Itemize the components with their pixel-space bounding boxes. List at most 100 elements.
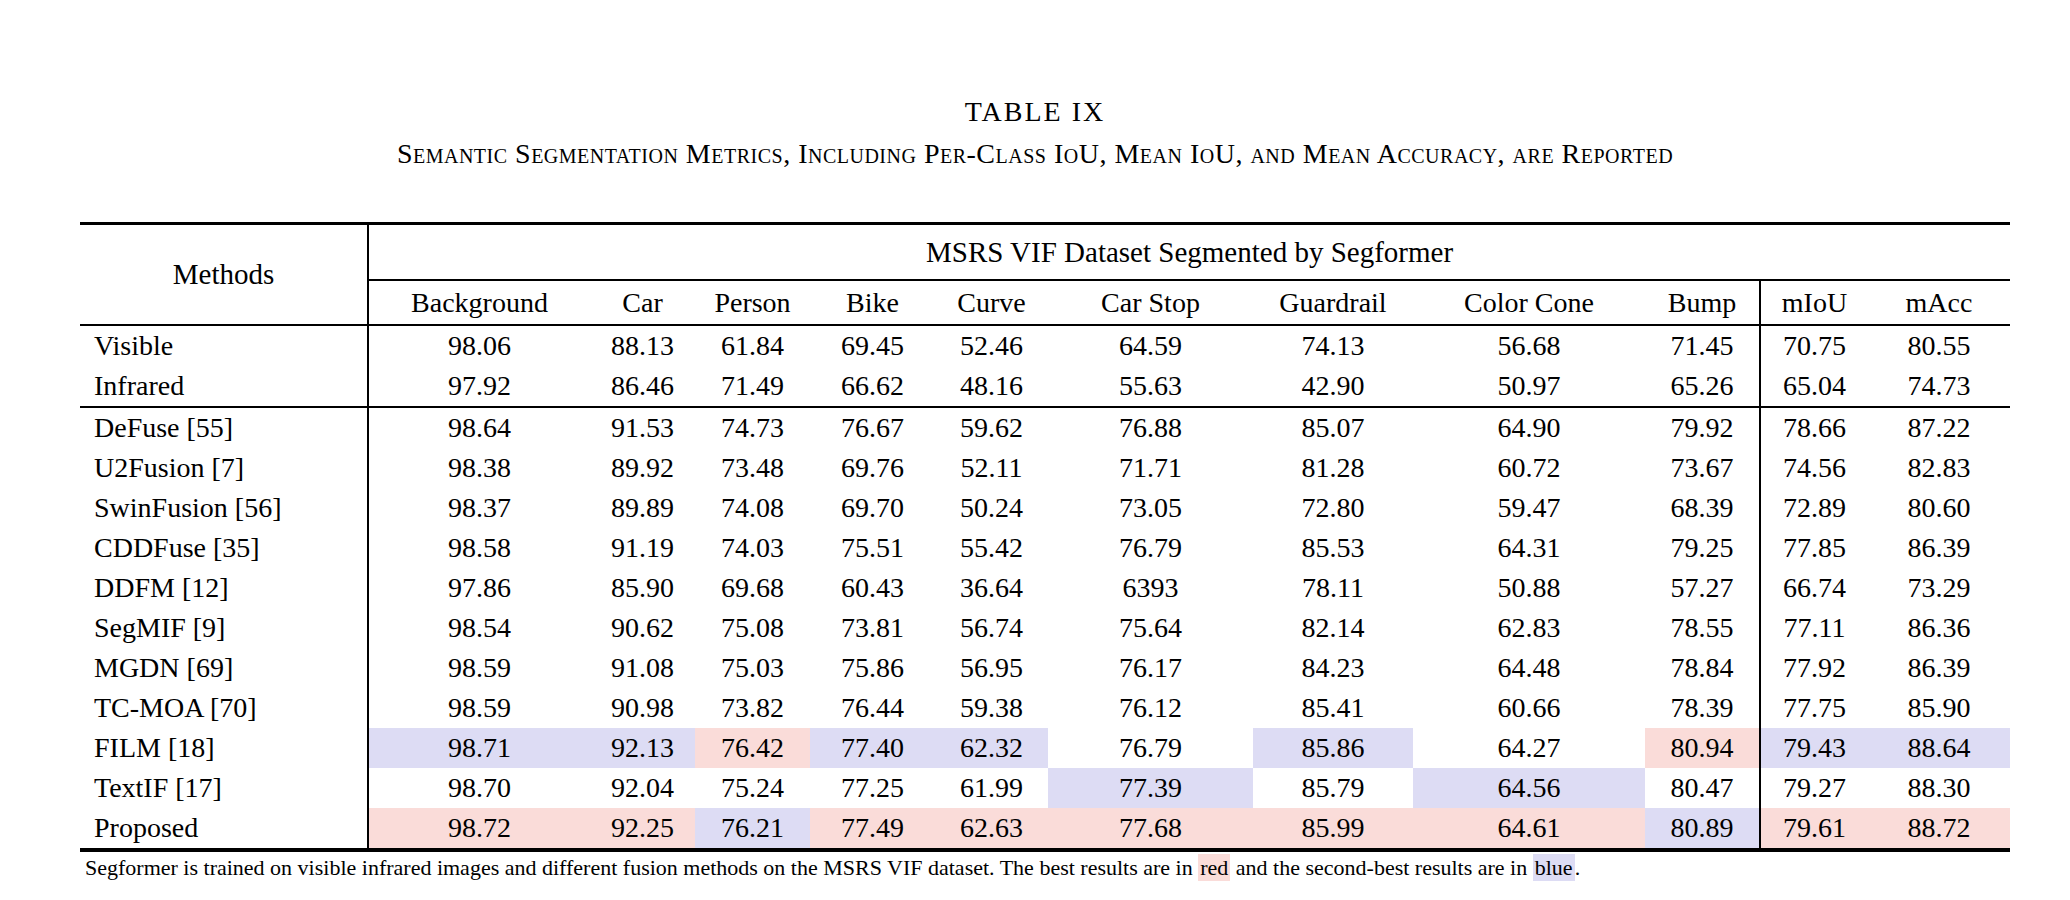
- value-cell: 97.86: [368, 568, 590, 608]
- table-description-title: Semantic Segmentation Metrics, Including…: [0, 138, 2070, 170]
- value-cell: 73.81: [810, 608, 935, 648]
- footnote-text: Segformer is trained on visible infrared…: [85, 855, 1198, 880]
- methods-header-cell: Methods: [80, 224, 368, 326]
- value-cell: 56.68: [1413, 325, 1645, 366]
- value-cell: 48.16: [935, 366, 1048, 407]
- table-row: TC-MOA [70]98.5990.9873.8276.4459.3876.1…: [80, 688, 2010, 728]
- table-row: Infrared97.9286.4671.4966.6248.1655.6342…: [80, 366, 2010, 407]
- value-cell: 74.56: [1760, 448, 1868, 488]
- value-cell: 66.62: [810, 366, 935, 407]
- value-cell: 68.39: [1645, 488, 1760, 528]
- value-cell: 98.59: [368, 688, 590, 728]
- value-cell: 78.84: [1645, 648, 1760, 688]
- method-name-cell: Visible: [80, 325, 368, 366]
- value-cell: 60.66: [1413, 688, 1645, 728]
- method-name-cell: TextIF [17]: [80, 768, 368, 808]
- value-cell: 85.90: [590, 568, 695, 608]
- method-name-cell: Infrared: [80, 366, 368, 407]
- value-cell: 71.71: [1048, 448, 1253, 488]
- value-cell: 50.97: [1413, 366, 1645, 407]
- value-cell: 74.08: [695, 488, 810, 528]
- value-cell: 85.53: [1253, 528, 1413, 568]
- value-cell: 77.11: [1760, 608, 1868, 648]
- value-cell: 60.72: [1413, 448, 1645, 488]
- value-cell: 76.79: [1048, 728, 1253, 768]
- value-cell: 71.45: [1645, 325, 1760, 366]
- value-cell: 85.90: [1868, 688, 2010, 728]
- value-cell: 72.80: [1253, 488, 1413, 528]
- value-cell: 79.92: [1645, 407, 1760, 448]
- value-cell: 64.48: [1413, 648, 1645, 688]
- value-cell: 98.59: [368, 648, 590, 688]
- value-cell: 55.42: [935, 528, 1048, 568]
- footnote: Segformer is trained on visible infrared…: [85, 855, 2015, 881]
- value-cell: 80.89: [1645, 808, 1760, 850]
- value-cell: 81.28: [1253, 448, 1413, 488]
- table-row: DDFM [12]97.8685.9069.6860.4336.64639378…: [80, 568, 2010, 608]
- value-cell: 77.85: [1760, 528, 1868, 568]
- value-cell: 6393: [1048, 568, 1253, 608]
- table-row: Proposed98.7292.2576.2177.4962.6377.6885…: [80, 808, 2010, 850]
- value-cell: 92.04: [590, 768, 695, 808]
- column-header-color-cone: Color Cone: [1413, 280, 1645, 325]
- value-cell: 76.21: [695, 808, 810, 850]
- value-cell: 50.88: [1413, 568, 1645, 608]
- value-cell: 80.60: [1868, 488, 2010, 528]
- value-cell: 77.49: [810, 808, 935, 850]
- value-cell: 76.67: [810, 407, 935, 448]
- value-cell: 88.30: [1868, 768, 2010, 808]
- value-cell: 75.03: [695, 648, 810, 688]
- value-cell: 91.19: [590, 528, 695, 568]
- dataset-group-header-cell: MSRS VIF Dataset Segmented by Segformer: [368, 224, 2010, 281]
- table-row: U2Fusion [7]98.3889.9273.4869.7652.1171.…: [80, 448, 2010, 488]
- value-cell: 98.58: [368, 528, 590, 568]
- value-cell: 76.12: [1048, 688, 1253, 728]
- value-cell: 86.46: [590, 366, 695, 407]
- value-cell: 88.64: [1868, 728, 2010, 768]
- method-name-cell: SegMIF [9]: [80, 608, 368, 648]
- column-header-car-stop: Car Stop: [1048, 280, 1253, 325]
- value-cell: 62.63: [935, 808, 1048, 850]
- value-cell: 77.68: [1048, 808, 1253, 850]
- table-row: DeFuse [55]98.6491.5374.7376.6759.6276.8…: [80, 407, 2010, 448]
- value-cell: 36.64: [935, 568, 1048, 608]
- value-cell: 85.41: [1253, 688, 1413, 728]
- value-cell: 75.64: [1048, 608, 1253, 648]
- value-cell: 56.95: [935, 648, 1048, 688]
- value-cell: 76.88: [1048, 407, 1253, 448]
- value-cell: 75.86: [810, 648, 935, 688]
- value-cell: 62.83: [1413, 608, 1645, 648]
- table-row: TextIF [17]98.7092.0475.2477.2561.9977.3…: [80, 768, 2010, 808]
- table-row: SwinFusion [56]98.3789.8974.0869.7050.24…: [80, 488, 2010, 528]
- value-cell: 76.17: [1048, 648, 1253, 688]
- method-name-cell: U2Fusion [7]: [80, 448, 368, 488]
- value-cell: 77.40: [810, 728, 935, 768]
- value-cell: 59.38: [935, 688, 1048, 728]
- value-cell: 64.31: [1413, 528, 1645, 568]
- table-row: Visible98.0688.1361.8469.4552.4664.5974.…: [80, 325, 2010, 366]
- value-cell: 85.79: [1253, 768, 1413, 808]
- value-cell: 74.73: [1868, 366, 2010, 407]
- value-cell: 61.99: [935, 768, 1048, 808]
- value-cell: 82.14: [1253, 608, 1413, 648]
- column-header-guardrail: Guardrail: [1253, 280, 1413, 325]
- footnote-blue-highlight: blue: [1533, 854, 1575, 881]
- value-cell: 84.23: [1253, 648, 1413, 688]
- value-cell: 77.39: [1048, 768, 1253, 808]
- value-cell: 98.37: [368, 488, 590, 528]
- value-cell: 76.42: [695, 728, 810, 768]
- value-cell: 60.43: [810, 568, 935, 608]
- value-cell: 88.72: [1868, 808, 2010, 850]
- method-name-cell: DeFuse [55]: [80, 407, 368, 448]
- value-cell: 98.38: [368, 448, 590, 488]
- value-cell: 98.64: [368, 407, 590, 448]
- value-cell: 59.47: [1413, 488, 1645, 528]
- value-cell: 86.39: [1868, 648, 2010, 688]
- value-cell: 55.63: [1048, 366, 1253, 407]
- footnote-text: .: [1575, 855, 1581, 880]
- value-cell: 64.61: [1413, 808, 1645, 850]
- value-cell: 86.36: [1868, 608, 2010, 648]
- value-cell: 73.48: [695, 448, 810, 488]
- value-cell: 65.04: [1760, 366, 1868, 407]
- table-row: CDDFuse [35]98.5891.1974.0375.5155.4276.…: [80, 528, 2010, 568]
